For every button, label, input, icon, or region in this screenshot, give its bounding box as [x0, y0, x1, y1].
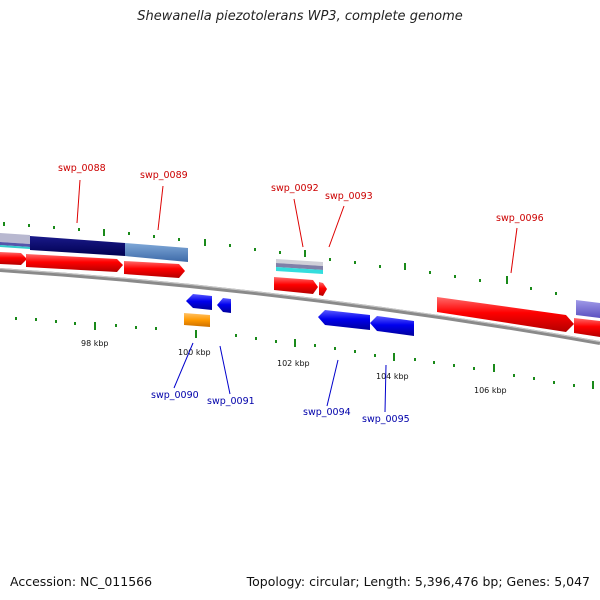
genome-stats: Topology: circular; Length: 5,396,476 bp… — [246, 574, 590, 589]
gene-arrow-swp_0089 — [124, 261, 185, 278]
gene-arrow-swp_0092 — [274, 277, 318, 294]
feature-band-mid — [276, 259, 323, 274]
gene-arrow-swp_0091 — [217, 298, 231, 313]
gene-arrow-swp_0094b — [370, 316, 414, 336]
gene-label-swp_0089[interactable]: swp_0089 — [140, 170, 188, 181]
gene-arrow-swp_0093 — [319, 282, 327, 296]
reverse-label-lines — [173, 342, 387, 413]
forward-genes — [0, 252, 600, 337]
tick-label-104: 104 kbp — [376, 372, 409, 381]
gene-arrow-swp_0097 — [574, 318, 600, 337]
feature-band-left — [0, 233, 188, 262]
reverse-genes — [186, 294, 414, 336]
gene-label-swp_0095[interactable]: swp_0095 — [362, 414, 410, 425]
gene-arrow-swp_0096 — [437, 297, 574, 332]
rna-feature — [184, 313, 210, 327]
gene-label-swp_0091[interactable]: swp_0091 — [207, 396, 255, 407]
forward-label-lines — [76, 179, 518, 274]
gene-label-swp_0094[interactable]: swp_0094 — [303, 407, 351, 418]
gene-arrow-swp_0087 — [0, 252, 27, 265]
genome-title: Shewanella piezotolerans WP3, complete g… — [137, 9, 463, 24]
gene-arrow-swp_0094a — [318, 310, 370, 330]
inner-ticks — [15, 317, 594, 389]
accession-label: Accession: NC_011566 — [10, 574, 153, 589]
gene-label-swp_0096[interactable]: swp_0096 — [496, 213, 544, 224]
tick-label-106: 106 kbp — [474, 386, 507, 395]
tick-label-102: 102 kbp — [277, 359, 310, 368]
outer-ticks — [3, 222, 557, 295]
gene-arrow-swp_0088 — [26, 254, 123, 272]
genome-backbone — [0, 268, 600, 345]
gene-label-swp_0092[interactable]: swp_0092 — [271, 183, 319, 194]
tick-label-100: 100 kbp — [178, 348, 211, 357]
feature-band-right — [576, 300, 600, 318]
gene-label-swp_0090[interactable]: swp_0090 — [151, 390, 199, 401]
gene-label-swp_0088[interactable]: swp_0088 — [58, 163, 106, 174]
gene-arrow-swp_0090 — [186, 294, 212, 310]
gene-label-swp_0093[interactable]: swp_0093 — [325, 191, 373, 202]
tick-label-98: 98 kbp — [81, 339, 109, 348]
